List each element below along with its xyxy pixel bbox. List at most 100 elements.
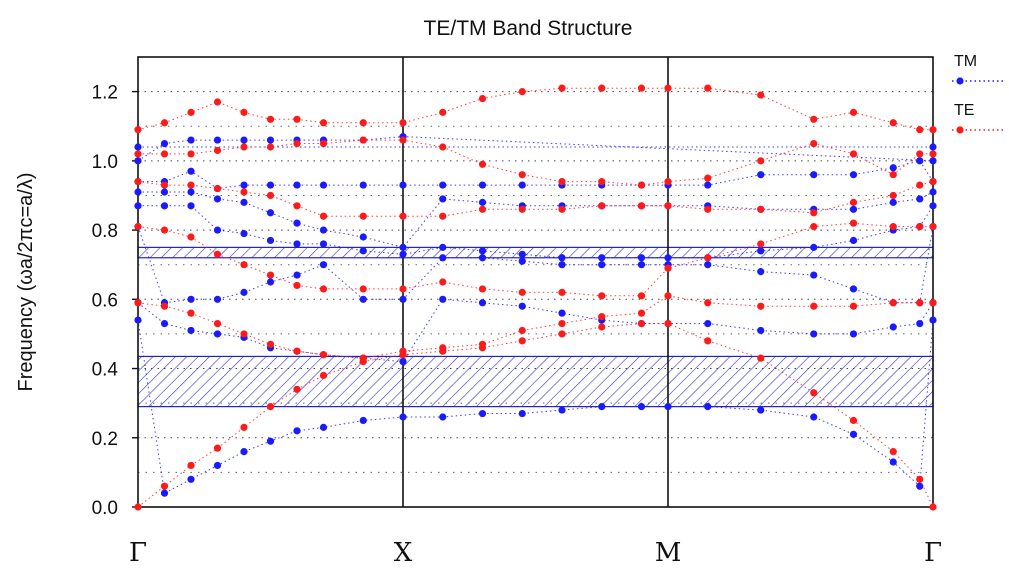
data-point-tm xyxy=(929,202,937,210)
data-point-tm xyxy=(213,195,222,203)
x-tick-label: Γ xyxy=(129,538,147,568)
band-line-tm xyxy=(137,136,934,162)
data-point-tm xyxy=(439,195,447,203)
data-point-te xyxy=(664,319,672,328)
data-point-tm xyxy=(810,243,818,251)
band-line-te xyxy=(137,295,933,359)
data-point-tm xyxy=(757,247,765,255)
data-point-tm xyxy=(399,413,407,421)
data-point-tm xyxy=(293,219,301,227)
data-point-tm xyxy=(558,309,566,317)
data-point-te xyxy=(439,108,447,116)
data-point-tm xyxy=(359,295,367,303)
data-point-te xyxy=(757,157,765,165)
data-point-tm xyxy=(598,403,606,411)
band-line-tm xyxy=(138,160,934,190)
data-point-tm xyxy=(849,285,858,293)
data-point-tm xyxy=(134,316,142,324)
legend-label-tm: TM xyxy=(954,53,977,70)
data-point-te xyxy=(518,288,526,296)
data-point-tm xyxy=(889,164,897,172)
data-point-te xyxy=(757,354,765,362)
data-point-tm xyxy=(399,250,407,258)
data-point-te xyxy=(757,91,765,99)
data-point-te xyxy=(929,299,937,307)
data-point-te xyxy=(187,108,195,116)
data-point-te xyxy=(558,288,566,296)
data-point-te xyxy=(849,302,858,310)
data-point-te xyxy=(704,84,712,92)
data-point-tm xyxy=(293,240,301,248)
legend-marker-tm xyxy=(956,77,964,85)
y-tick-label: 0.0 xyxy=(92,498,118,519)
data-point-te xyxy=(187,461,195,470)
data-point-tm xyxy=(266,136,275,144)
data-point-te xyxy=(810,209,818,217)
y-tick-label: 0.4 xyxy=(92,360,119,381)
data-point-te xyxy=(134,126,142,134)
data-point-tm xyxy=(319,240,328,248)
x-tick-label: M xyxy=(655,538,682,568)
data-point-te xyxy=(293,202,301,210)
band-line-te xyxy=(138,139,933,186)
data-point-tm xyxy=(160,188,169,196)
data-point-te xyxy=(478,205,487,213)
data-point-te xyxy=(810,139,818,148)
data-point-te xyxy=(637,202,646,210)
data-point-te xyxy=(558,84,566,92)
data-point-tm xyxy=(359,233,367,241)
data-point-tm xyxy=(849,430,858,438)
data-point-te xyxy=(240,423,248,431)
data-point-te xyxy=(889,191,897,200)
data-point-tm xyxy=(240,288,248,296)
data-point-te xyxy=(558,319,566,328)
data-point-tm xyxy=(637,403,646,411)
data-point-tm xyxy=(478,299,487,307)
data-point-te xyxy=(160,119,169,127)
data-point-tm xyxy=(293,271,301,279)
data-point-te xyxy=(810,115,818,123)
data-point-tm xyxy=(187,295,195,303)
data-point-tm xyxy=(160,139,169,148)
data-point-te xyxy=(293,115,301,123)
data-point-te xyxy=(664,178,672,186)
data-point-tm xyxy=(810,413,818,421)
data-point-tm xyxy=(558,406,566,414)
data-point-te xyxy=(399,285,407,293)
data-point-te xyxy=(757,205,765,213)
data-point-te xyxy=(810,302,818,310)
data-point-tm xyxy=(598,254,606,262)
data-point-tm xyxy=(240,198,248,206)
data-point-te xyxy=(293,385,301,393)
data-point-tm xyxy=(929,157,937,165)
data-point-tm xyxy=(704,403,712,411)
data-point-tm xyxy=(213,136,222,144)
data-point-tm xyxy=(187,326,195,335)
data-point-te xyxy=(213,146,222,155)
data-point-te xyxy=(213,319,222,328)
data-point-te xyxy=(478,94,487,103)
data-point-tm xyxy=(757,326,765,335)
data-point-te xyxy=(160,482,169,490)
data-point-tm xyxy=(134,143,142,151)
data-point-tm xyxy=(518,181,526,189)
data-point-tm xyxy=(134,157,142,165)
data-point-tm xyxy=(849,171,858,179)
data-point-te xyxy=(916,126,924,134)
data-point-te xyxy=(439,143,447,151)
data-point-te xyxy=(160,181,169,189)
data-point-te xyxy=(916,181,924,189)
data-point-te xyxy=(518,337,526,345)
data-point-tm xyxy=(704,261,712,269)
band-line-te xyxy=(137,323,934,508)
data-point-te xyxy=(187,150,195,158)
data-point-tm xyxy=(478,409,487,418)
data-point-tm xyxy=(240,136,248,144)
data-point-tm xyxy=(518,409,526,418)
data-point-tm xyxy=(810,171,818,179)
data-point-tm xyxy=(664,403,672,411)
data-point-tm xyxy=(849,205,858,213)
data-point-te xyxy=(518,88,526,96)
data-point-te xyxy=(598,292,606,300)
